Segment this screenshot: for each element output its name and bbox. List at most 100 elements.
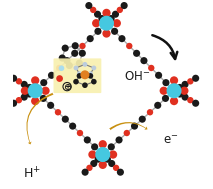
Circle shape [115,136,123,143]
Circle shape [26,84,33,91]
Circle shape [81,70,89,79]
FancyBboxPatch shape [53,58,101,93]
Circle shape [88,150,96,159]
Circle shape [21,81,28,88]
Circle shape [92,19,100,27]
Circle shape [77,130,83,136]
Circle shape [91,66,96,70]
Circle shape [72,42,79,49]
Text: e$^{-}$: e$^{-}$ [163,134,178,147]
Circle shape [124,130,130,136]
Circle shape [187,78,194,84]
Circle shape [113,165,119,171]
Circle shape [56,65,62,71]
Circle shape [26,91,33,98]
Circle shape [21,87,29,95]
Circle shape [79,43,86,49]
Circle shape [131,122,138,130]
Circle shape [31,97,39,105]
Circle shape [69,122,76,130]
Circle shape [90,7,96,13]
Circle shape [180,87,189,95]
Circle shape [176,91,183,98]
Circle shape [10,75,17,82]
Circle shape [170,97,178,105]
Text: ⊕: ⊕ [63,82,71,92]
Circle shape [95,156,102,163]
Circle shape [102,29,111,38]
Circle shape [104,156,111,163]
Circle shape [16,97,22,103]
Circle shape [147,109,153,115]
Circle shape [181,94,189,101]
Circle shape [155,72,162,79]
FancyArrowPatch shape [152,35,177,59]
Circle shape [82,82,88,88]
Circle shape [112,11,119,18]
Circle shape [94,11,101,18]
Circle shape [140,57,147,64]
Circle shape [77,73,82,79]
Circle shape [162,95,169,102]
Circle shape [88,71,93,76]
Circle shape [99,161,107,169]
Circle shape [181,81,189,88]
Circle shape [108,143,115,150]
Circle shape [77,71,82,76]
Circle shape [170,76,178,84]
Circle shape [63,57,71,64]
Circle shape [84,136,91,143]
Text: OH$^{-}$: OH$^{-}$ [124,70,151,83]
Circle shape [192,100,199,107]
Circle shape [99,16,114,31]
Circle shape [73,66,78,70]
Circle shape [121,2,128,9]
Circle shape [167,83,181,98]
Circle shape [90,160,97,167]
Circle shape [91,143,98,150]
Circle shape [117,169,124,176]
Circle shape [113,19,121,27]
Circle shape [133,50,140,57]
Circle shape [154,102,161,109]
Circle shape [95,147,110,162]
Circle shape [160,87,168,95]
Circle shape [108,160,115,167]
Circle shape [48,72,55,79]
Circle shape [87,35,94,42]
Circle shape [117,7,123,13]
Circle shape [109,150,117,159]
Circle shape [126,43,132,49]
Circle shape [139,116,146,123]
Circle shape [28,83,43,98]
Circle shape [62,116,69,123]
FancyArrowPatch shape [109,122,147,130]
Circle shape [71,50,78,57]
Circle shape [62,45,69,52]
Circle shape [41,87,50,95]
Circle shape [47,102,54,109]
Text: H$^{+}$: H$^{+}$ [23,167,41,182]
Circle shape [21,94,28,101]
Circle shape [73,79,79,84]
Circle shape [66,62,73,69]
Circle shape [85,2,92,9]
Circle shape [91,79,97,84]
Circle shape [192,75,199,82]
Circle shape [59,54,66,62]
Circle shape [176,84,183,91]
Circle shape [55,109,61,115]
FancyArrowPatch shape [26,93,54,144]
Circle shape [148,65,154,71]
Circle shape [111,28,118,35]
Circle shape [79,50,86,57]
Circle shape [56,75,63,82]
Circle shape [76,60,83,67]
Circle shape [94,28,102,35]
Circle shape [86,165,93,171]
Circle shape [98,15,105,22]
Circle shape [40,79,47,86]
Circle shape [108,15,115,22]
Circle shape [82,62,87,67]
Circle shape [10,100,17,107]
